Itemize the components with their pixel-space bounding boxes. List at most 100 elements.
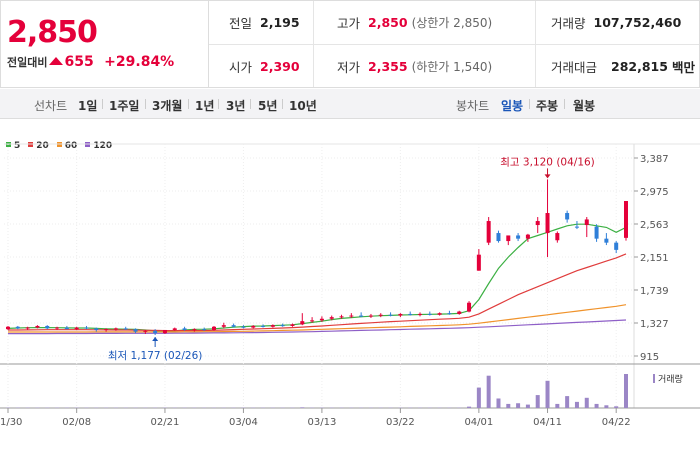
y-tick-label: 3,387: [640, 154, 669, 165]
candle-body: [182, 328, 187, 330]
candle-body: [104, 329, 109, 331]
candle-body: [319, 318, 324, 321]
ma-line-20: [8, 253, 627, 332]
line-chart-label: 선차트: [34, 99, 68, 113]
candle-body: [388, 314, 393, 316]
change-percent: +29.84%: [104, 54, 175, 70]
volume-legend-swatch: [653, 374, 655, 383]
candle-monthly[interactable]: 월봉: [573, 99, 596, 113]
candle-body: [525, 234, 530, 239]
upper-limit: (상한가 2,850): [411, 16, 493, 30]
volume-bar: [476, 387, 481, 408]
divider: [188, 99, 189, 109]
candle-body: [457, 311, 462, 314]
candle-body: [64, 327, 69, 330]
volume-bar: [604, 405, 609, 408]
candle-body: [555, 233, 560, 241]
candle-body: [398, 313, 403, 316]
period-1w[interactable]: 1주일: [109, 99, 140, 113]
period-10y[interactable]: 10년: [289, 99, 317, 113]
prev-close: 전일 2,195: [229, 1, 300, 44]
candle-body: [447, 313, 452, 315]
candle-body: [604, 238, 609, 243]
open-value: 2,390: [260, 59, 300, 74]
high-arrow-head: [544, 174, 551, 179]
high-price: 고가 2,850 (상한가 2,850): [337, 1, 492, 44]
candle-body: [310, 320, 315, 322]
candle-body: [329, 317, 334, 319]
ma-line-60: [8, 304, 627, 333]
candle-body: [202, 329, 207, 331]
candle-body: [535, 221, 540, 226]
period-3m[interactable]: 3개월: [152, 99, 183, 113]
volume-value: 107,752,460: [593, 15, 682, 30]
ma-line-5: [7, 223, 627, 332]
volume: 거래량 107,752,460: [551, 1, 681, 44]
volume-bar: [506, 403, 511, 408]
candle-chart-label: 봉차트: [456, 99, 490, 113]
volume-bar: [624, 374, 628, 408]
y-tick-label: 2,151: [640, 253, 669, 264]
candle-body: [94, 328, 99, 330]
candle-body: [251, 325, 256, 328]
divider: [250, 99, 251, 109]
amount-unit: 백만: [671, 60, 695, 75]
period-1d[interactable]: 1일: [78, 99, 98, 113]
open-price: 시가 2,390: [229, 45, 300, 88]
change-label: 전일대비: [7, 56, 48, 69]
candle-body: [221, 325, 226, 327]
y-tick-label: 2,563: [640, 220, 669, 231]
candle-body: [467, 302, 472, 312]
candle-weekly[interactable]: 주봉: [536, 99, 559, 113]
candle-body: [516, 235, 521, 239]
high-annotation: 최고 3,120 (04/16): [500, 156, 595, 168]
legend-label: 5: [14, 141, 21, 151]
volume-bar: [614, 406, 619, 408]
candle-body: [565, 213, 570, 220]
divider: [209, 44, 699, 45]
x-tick-label: 04/11: [533, 417, 562, 428]
chart-toolbar: 선차트 1일 1주일 3개월 1년 3년 5년 10년 봉차트 일봉 주봉 월봉: [0, 89, 700, 119]
candle-body: [113, 328, 118, 330]
candle-body: [133, 329, 138, 332]
volume-bar: [555, 403, 560, 408]
legend-label: 20: [36, 141, 49, 151]
period-5y[interactable]: 5년: [258, 99, 278, 113]
period-1y[interactable]: 1년: [195, 99, 215, 113]
volume-label: 거래량: [658, 373, 683, 385]
candle-body: [378, 314, 383, 316]
candle-body: [280, 325, 285, 327]
low-price: 저가 2,355 (하한가 1,540): [337, 45, 492, 88]
candle-body: [506, 235, 511, 242]
volume-bar: [584, 397, 589, 408]
period-3y[interactable]: 3년: [226, 99, 246, 113]
candle-body: [624, 201, 628, 238]
candle-body: [349, 315, 354, 317]
candle-body: [339, 316, 344, 318]
candle-body: [614, 242, 619, 250]
price-summary: 2,850 전일대비 655 +29.84%: [1, 1, 209, 87]
ma-line-120: [8, 319, 627, 335]
candle-body: [153, 330, 158, 334]
prev-close-label: 전일: [229, 16, 253, 31]
y-tick-label: 1,327: [640, 319, 669, 330]
stock-chart[interactable]: 3,387 2,975 2,563 2,151 1,739 1,327 915 01/30 02…: [0, 140, 700, 450]
candle-body: [45, 325, 50, 329]
price-change: 전일대비 655 +29.84%: [7, 54, 174, 70]
candle-body: [212, 326, 216, 330]
low-label: 저가: [337, 60, 361, 75]
candle-body: [300, 321, 305, 325]
candle-body: [574, 226, 579, 228]
volume-bar: [300, 407, 305, 408]
low-annotation: 최저 1,177 (02/26): [108, 350, 203, 362]
legend-label: 60: [64, 141, 78, 151]
candle-body: [496, 233, 501, 242]
volume-bar: [594, 403, 599, 408]
candle-body: [418, 313, 422, 315]
divider: [282, 99, 283, 109]
lower-limit: (하한가 1,540): [411, 60, 493, 74]
volume-bar: [574, 401, 579, 408]
x-tick-label: 01/30: [0, 417, 22, 428]
candle-daily[interactable]: 일봉: [501, 99, 524, 113]
candle-body: [35, 325, 40, 328]
